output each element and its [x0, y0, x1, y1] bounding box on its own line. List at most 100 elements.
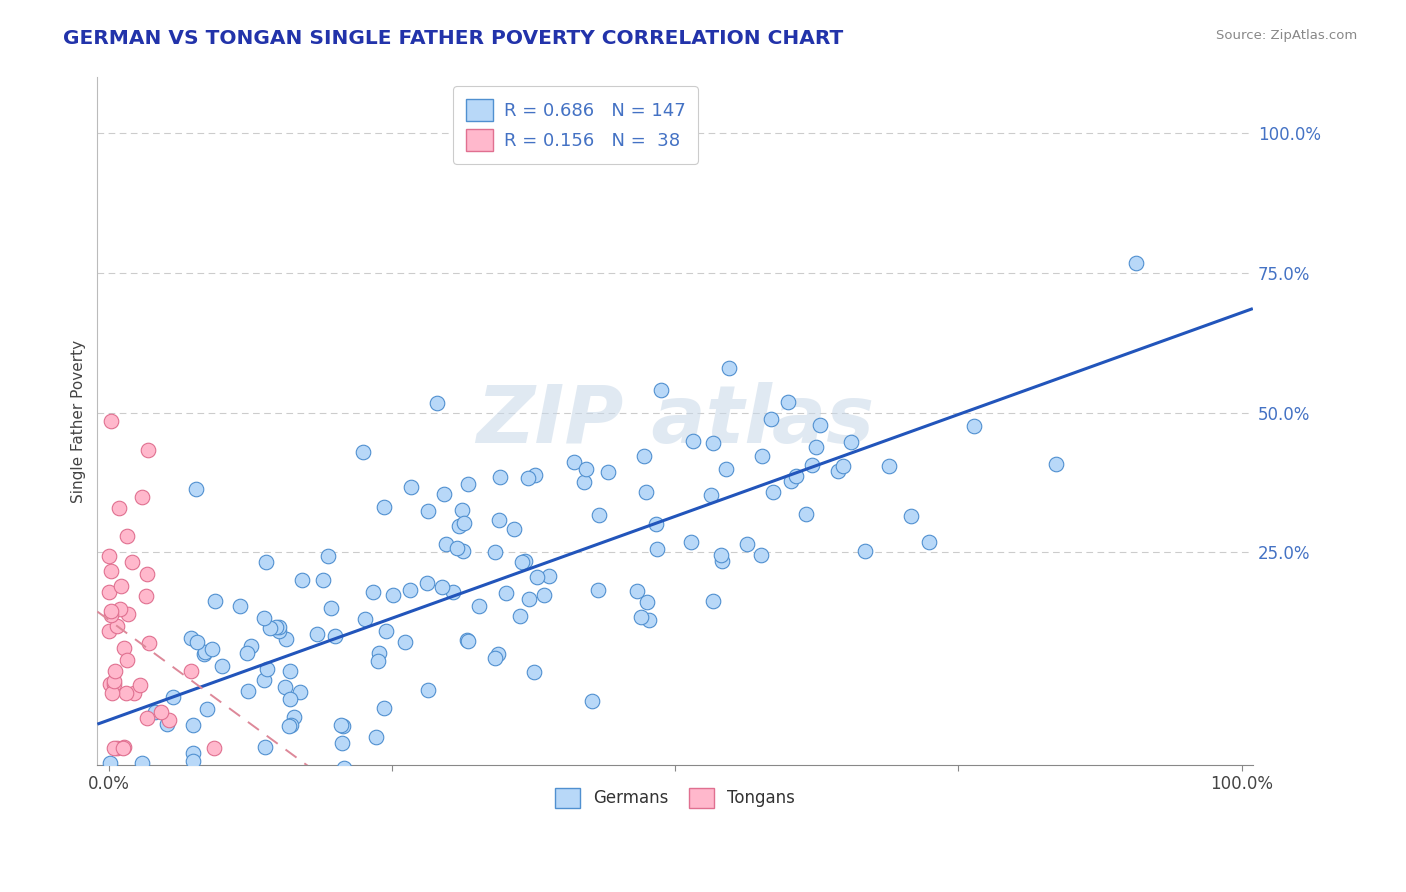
Point — [638, 613, 661, 627]
Point — [108, 602, 131, 616]
Point — [330, 736, 353, 750]
Point — [426, 396, 449, 410]
Point — [785, 468, 807, 483]
Point — [131, 756, 153, 770]
Point — [598, 466, 620, 480]
Point — [97, 584, 120, 599]
Point — [103, 674, 125, 689]
Point — [447, 518, 470, 533]
Point — [523, 467, 546, 482]
Point — [183, 746, 205, 760]
Point — [853, 543, 876, 558]
Point — [162, 690, 184, 704]
Point — [98, 624, 121, 638]
Point — [574, 475, 596, 489]
Point — [254, 555, 277, 569]
Point — [367, 654, 389, 668]
Point — [453, 516, 475, 530]
Point — [780, 474, 803, 488]
Point — [831, 459, 853, 474]
Point — [374, 624, 396, 639]
Point — [586, 583, 609, 598]
Point — [759, 411, 782, 425]
Point — [711, 554, 734, 568]
Point — [650, 383, 672, 397]
Point — [163, 772, 186, 787]
Point — [103, 740, 125, 755]
Point — [316, 549, 339, 563]
Point — [373, 701, 395, 715]
Point — [575, 462, 598, 476]
Point — [495, 586, 517, 600]
Point — [143, 705, 166, 719]
Point — [117, 607, 139, 621]
Text: ZIP atlas: ZIP atlas — [477, 382, 875, 460]
Point — [457, 634, 479, 648]
Point — [98, 676, 121, 690]
Point — [918, 535, 941, 549]
Point — [533, 588, 555, 602]
Point — [312, 573, 335, 587]
Point — [588, 508, 610, 522]
Point — [183, 718, 205, 732]
Point — [138, 636, 160, 650]
Point — [256, 800, 278, 814]
Point — [630, 609, 652, 624]
Point — [259, 621, 281, 635]
Point — [105, 619, 128, 633]
Point — [333, 762, 356, 776]
Point — [361, 585, 384, 599]
Point — [180, 631, 202, 645]
Point — [269, 619, 291, 633]
Point — [332, 718, 354, 732]
Point — [157, 713, 180, 727]
Point — [633, 449, 655, 463]
Point — [112, 740, 135, 755]
Text: Source: ZipAtlas.com: Source: ZipAtlas.com — [1216, 29, 1357, 42]
Point — [278, 691, 301, 706]
Point — [278, 664, 301, 678]
Point — [208, 851, 231, 865]
Point — [236, 684, 259, 698]
Point — [827, 464, 849, 478]
Point — [416, 682, 439, 697]
Point — [430, 580, 453, 594]
Point — [808, 418, 831, 433]
Point — [101, 686, 124, 700]
Point — [488, 469, 510, 483]
Point — [269, 624, 291, 638]
Point — [513, 554, 536, 568]
Point — [110, 579, 132, 593]
Point — [115, 529, 138, 543]
Point — [104, 664, 127, 678]
Point — [710, 548, 733, 562]
Point — [446, 541, 468, 556]
Point — [256, 662, 278, 676]
Point — [211, 659, 233, 673]
Point — [236, 646, 259, 660]
Point — [451, 543, 474, 558]
Point — [353, 612, 375, 626]
Point — [1125, 255, 1147, 269]
Point — [581, 694, 603, 708]
Point — [877, 458, 900, 473]
Point — [100, 604, 122, 618]
Point — [645, 541, 668, 556]
Point — [181, 754, 204, 768]
Point — [221, 780, 243, 794]
Point — [433, 486, 456, 500]
Point — [366, 731, 388, 745]
Text: GERMAN VS TONGAN SINGLE FATHER POVERTY CORRELATION CHART: GERMAN VS TONGAN SINGLE FATHER POVERTY C… — [63, 29, 844, 47]
Point — [486, 647, 509, 661]
Point — [135, 710, 157, 724]
Point — [274, 632, 297, 647]
Legend: Germans, Tongans: Germans, Tongans — [548, 780, 801, 814]
Point — [278, 719, 301, 733]
Point — [135, 589, 157, 603]
Point — [801, 458, 824, 473]
Point — [700, 488, 723, 502]
Point — [484, 545, 506, 559]
Point — [503, 522, 526, 536]
Point — [131, 490, 153, 504]
Point — [776, 395, 799, 409]
